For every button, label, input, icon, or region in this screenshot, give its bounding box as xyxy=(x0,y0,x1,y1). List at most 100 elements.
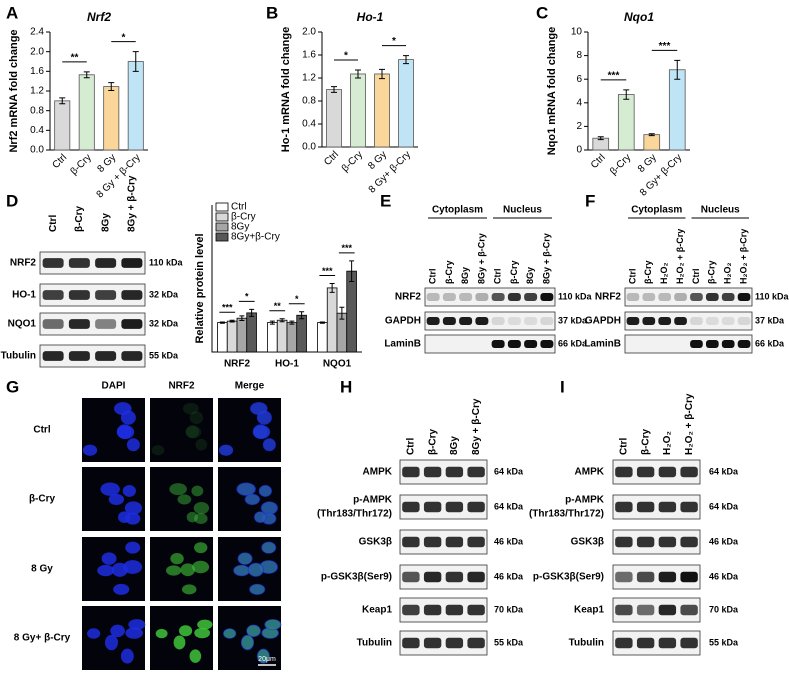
blot-band xyxy=(658,501,677,513)
lane-label: 8Gy + β-Cry xyxy=(476,233,486,284)
x-tick-label: β-Cry xyxy=(69,152,94,177)
blot-band xyxy=(615,466,633,478)
lane-label: 8Gy xyxy=(460,267,470,284)
blot-strip xyxy=(39,312,146,336)
blot-band xyxy=(690,340,703,348)
size-label: 37 kDa xyxy=(558,315,588,325)
lane-label: Ctrl xyxy=(48,215,59,232)
bar xyxy=(326,89,342,148)
size-label: 64 kDa xyxy=(709,501,739,511)
nucleus xyxy=(218,444,234,456)
error-bar xyxy=(339,306,345,320)
nrf2-signal xyxy=(259,485,272,497)
error-bar xyxy=(349,260,355,282)
blot-band xyxy=(507,340,521,348)
sig-label: ** xyxy=(274,301,282,311)
lane-label: Ctrl xyxy=(627,269,637,285)
blot-band xyxy=(423,571,442,583)
blot-band xyxy=(467,466,485,478)
nrf2-signal xyxy=(155,628,168,639)
blot-band xyxy=(467,536,485,548)
blot-band xyxy=(636,571,655,583)
nucleus xyxy=(126,438,140,452)
nrf2-signal xyxy=(219,445,233,456)
chart-title: Ho-1 xyxy=(357,10,384,24)
lane-label: H₂O₂ xyxy=(723,263,733,285)
blot-band xyxy=(426,293,440,301)
panel-letter: E xyxy=(380,191,391,210)
size-label: 46 kDa xyxy=(494,571,524,581)
size-label: 64 kDa xyxy=(494,501,524,511)
nrf2-signal xyxy=(166,565,182,576)
error-bar xyxy=(623,89,630,100)
y-axis-label: Nrf2 mRNA fold change xyxy=(8,29,20,152)
row-label: NRF2 xyxy=(395,292,422,303)
nucleus xyxy=(252,425,271,439)
blot-band xyxy=(658,604,677,616)
column-label: Merge xyxy=(235,381,265,392)
blot-band xyxy=(615,501,633,513)
panel-letter: A xyxy=(6,3,18,22)
nrf2-signal xyxy=(246,625,261,637)
error-bar xyxy=(279,318,285,323)
nrf2-signal xyxy=(169,483,187,496)
blot-band xyxy=(524,317,538,325)
nucleus xyxy=(123,560,143,574)
micrograph xyxy=(150,398,213,462)
blot-band xyxy=(42,290,64,300)
size-label: 70 kDa xyxy=(494,604,524,614)
size-label: 55 kDa xyxy=(709,637,739,647)
blot-band xyxy=(68,258,90,268)
blot-band xyxy=(445,571,464,583)
blot-band xyxy=(615,604,633,616)
sig-label: * xyxy=(122,32,126,43)
row-label: Ctrl xyxy=(33,425,50,436)
bar xyxy=(267,322,278,353)
blot-band xyxy=(459,293,473,301)
blot-band xyxy=(737,340,751,348)
blot-band xyxy=(467,501,485,513)
blot-band xyxy=(524,340,538,348)
error-bar xyxy=(219,321,225,324)
nrf2-signal xyxy=(250,402,267,415)
blot-band xyxy=(680,466,698,478)
nrf2-signal xyxy=(245,494,260,505)
nucleus xyxy=(261,541,277,554)
error-bar xyxy=(289,320,295,325)
lane-label: H₂O₂ + β-Cry xyxy=(738,229,748,284)
size-label: 46 kDa xyxy=(709,536,739,546)
bar xyxy=(246,312,257,353)
x-tick-label: HO-1 xyxy=(275,359,299,370)
y-tick-label: 1.2 xyxy=(30,86,44,97)
y-tick-label: 0.8 xyxy=(30,105,44,116)
lane-label: H₂O₂ + β-Cry xyxy=(684,393,695,455)
y-tick-label: 1.2 xyxy=(302,73,316,84)
blot-band xyxy=(674,293,687,301)
blot-band xyxy=(121,258,143,268)
nucleus xyxy=(247,562,264,577)
blot-band xyxy=(636,466,655,478)
row-label: LaminB xyxy=(584,339,621,350)
blot-band xyxy=(721,340,735,348)
error-bar xyxy=(59,97,66,105)
size-label: 66 kDa xyxy=(558,338,588,348)
nucleus xyxy=(114,402,132,415)
panel-letter: D xyxy=(6,191,18,210)
blot-band xyxy=(402,536,420,548)
panel-letter: C xyxy=(536,3,548,22)
error-bar xyxy=(239,315,245,322)
nucleus xyxy=(120,648,134,664)
nucleus xyxy=(87,628,101,639)
blot-band xyxy=(121,319,143,329)
legend-label: 8Gy+β-Cry xyxy=(231,232,280,243)
bar xyxy=(374,73,390,148)
lane-label: Ctrl xyxy=(493,269,503,285)
blot-band xyxy=(737,293,751,301)
blot-band xyxy=(721,293,735,301)
panel-letter: B xyxy=(266,3,278,22)
bar xyxy=(346,270,357,353)
error-bar xyxy=(249,308,255,317)
error-bar xyxy=(83,71,90,79)
scale-bar-label: 20μm xyxy=(258,656,276,663)
nrf2-signal xyxy=(241,635,254,650)
